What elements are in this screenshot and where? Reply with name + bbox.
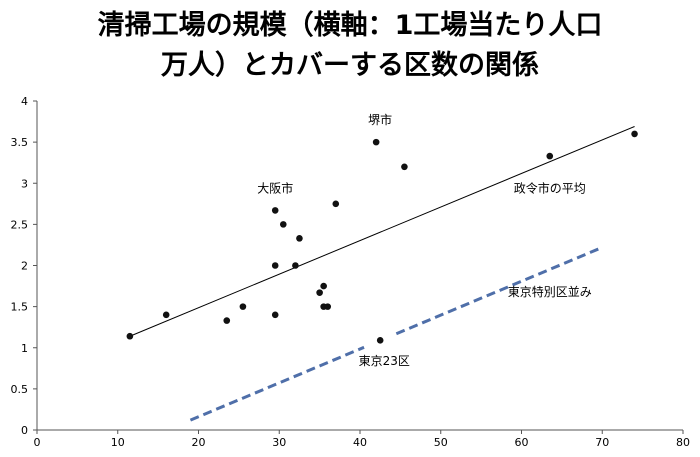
x-tick-label: 40	[353, 436, 367, 449]
trendline-solid	[129, 126, 635, 337]
annotation-label: 東京特別区並み	[508, 284, 592, 299]
y-tick-label: 2	[21, 260, 28, 273]
x-tick-label: 0	[34, 436, 41, 449]
data-point	[292, 262, 299, 269]
data-point	[271, 207, 279, 214]
axes: 0 10 20 30 40 50 60 70 80 0 0.5 1 1.5 2 2.5 3 3.5 4	[11, 95, 691, 449]
x-tick-label: 30	[272, 436, 286, 449]
data-point	[332, 200, 340, 208]
x-tick-label: 10	[111, 436, 125, 449]
data-points	[126, 130, 638, 344]
annotation-label: 大阪市	[257, 180, 293, 195]
data-point	[162, 311, 170, 319]
annotation-label: 堺市	[368, 112, 392, 127]
annotation-label: 東京23区	[359, 354, 410, 368]
data-point	[372, 138, 380, 146]
chart-title: 清掃工場の規模（横軸：1工場当たり人口 万人）とカバーする区数の関係	[0, 6, 700, 86]
y-tick-label: 1	[21, 342, 28, 355]
y-tick-label: 1.5	[11, 301, 29, 314]
data-point	[320, 282, 327, 290]
data-point	[324, 303, 332, 310]
data-point	[401, 163, 408, 171]
chart-title-line-1: 清掃工場の規模（横軸：1工場当たり人口	[97, 10, 603, 41]
data-point	[271, 311, 279, 319]
y-tick-label: 3	[21, 177, 28, 190]
x-tick-label: 70	[595, 436, 609, 449]
x-tick-label: 50	[434, 436, 448, 449]
data-point	[271, 262, 279, 269]
data-point	[239, 303, 247, 310]
data-point	[316, 289, 323, 296]
trendline-dashed	[189, 345, 365, 422]
data-point	[223, 317, 231, 324]
x-tick-label: 60	[515, 436, 529, 449]
data-point	[279, 221, 287, 228]
y-tick-label: 3.5	[11, 136, 29, 149]
trendline-dashed	[395, 246, 603, 336]
data-point	[296, 235, 303, 242]
y-tick-label: 0.5	[11, 383, 29, 396]
data-point	[546, 152, 554, 160]
y-tick-label: 4	[21, 95, 28, 108]
data-point	[376, 337, 384, 344]
y-tick-label: 2.5	[11, 218, 29, 231]
chart-title-line-2: 万人）とカバーする区数の関係	[161, 50, 539, 81]
x-tick-label: 80	[676, 436, 690, 449]
annotation-label: 政令市の平均	[514, 180, 586, 195]
data-point	[126, 332, 134, 340]
y-tick-label: 0	[21, 424, 28, 437]
x-tick-label: 20	[192, 436, 206, 449]
data-point	[631, 130, 638, 138]
trendlines	[129, 126, 635, 422]
